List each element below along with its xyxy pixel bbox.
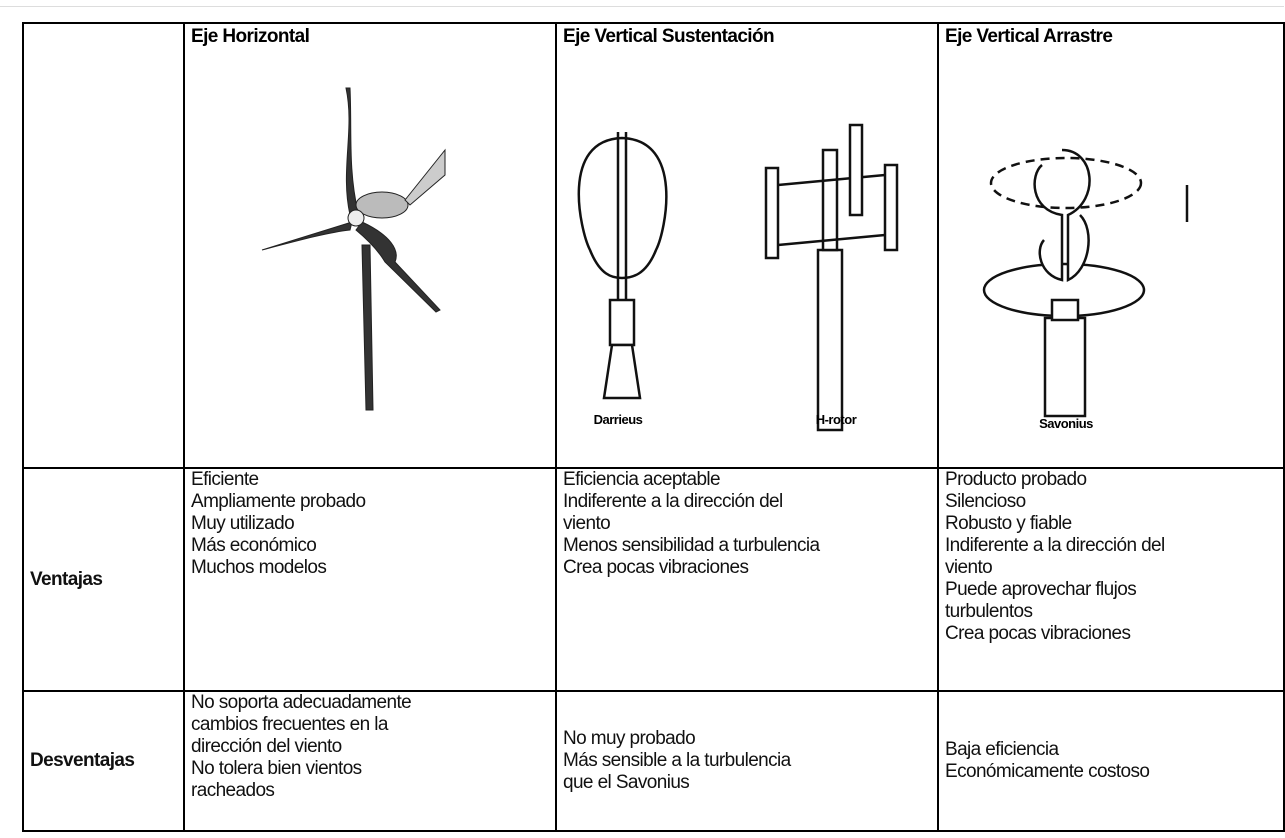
- cell-line: Robusto y fiable: [945, 513, 1072, 534]
- cell: Eficiente Ampliamente probado Muy utilizad…: [183, 467, 557, 692]
- cell-line: No soporta adecuadamente: [191, 692, 412, 713]
- row-label: Desventajas: [22, 690, 185, 832]
- cell-line: Menos sensibilidad a turbulencia: [563, 535, 820, 556]
- cell: Eficiencia aceptable Indiferente a la dir…: [555, 467, 939, 692]
- cell-line: Ampliamente probado: [191, 491, 366, 512]
- cell: Baja eficiencia Económicamente costoso: [937, 690, 1285, 832]
- cell: No muy probado Más sensible a la turbulen…: [555, 690, 939, 832]
- cell-line: No tolera bien vientos: [191, 758, 362, 779]
- cell-line: Crea pocas vibraciones: [945, 623, 1131, 644]
- cell-line: Producto probado: [945, 469, 1087, 490]
- cell-line: Crea pocas vibraciones: [563, 557, 749, 578]
- cell-line: Indiferente a la dirección del: [563, 491, 783, 512]
- cell-line: racheados: [191, 780, 275, 801]
- cell-line: Eficiencia aceptable: [563, 469, 721, 490]
- corner-cell: [22, 22, 185, 469]
- header-cell: Eje Vertical Arrastre: [937, 22, 1285, 469]
- row: Desventajas No soporta adecuadamente camb…: [22, 690, 1285, 832]
- cell-line: Económicamente costoso: [945, 761, 1150, 782]
- cell-line: cambios frecuentes en la: [191, 714, 388, 735]
- cell-line: Muchos modelos: [191, 557, 327, 578]
- cell-line: Más económico: [191, 535, 317, 556]
- row: Ventajas Eficiente Ampliamente probado Muy…: [22, 467, 1285, 692]
- cell: Producto probado Silencioso Robusto y fiab…: [937, 467, 1285, 692]
- cell-line: que el Savonius: [563, 772, 690, 793]
- row-label: Ventajas: [22, 467, 185, 692]
- frame: [0, 6, 1284, 837]
- cell-line: No muy probado: [563, 728, 696, 749]
- cell-line: Muy utilizado: [191, 513, 295, 534]
- comparison-table: Eje Horizontal Eje Vertical Sustentación…: [22, 22, 1285, 832]
- header-cell: Eje Vertical Sustentación: [555, 22, 939, 469]
- cell-line: dirección del viento: [191, 736, 342, 757]
- header-cell: Eje Horizontal: [183, 22, 557, 469]
- cell-line: turbulentos: [945, 601, 1033, 622]
- cell-line: Más sensible a la turbulencia: [563, 750, 791, 771]
- cell-line: Eficiente: [191, 469, 259, 490]
- cell-line: Silencioso: [945, 491, 1026, 512]
- cell-line: Puede aprovechar flujos: [945, 579, 1137, 600]
- cell-line: Baja eficiencia: [945, 739, 1059, 760]
- cell-line: viento: [945, 557, 993, 578]
- cell: No soporta adecuadamente cambios frecuent…: [183, 690, 557, 832]
- cell-line: Indiferente a la dirección del: [945, 535, 1165, 556]
- cell-line: viento: [563, 513, 611, 534]
- header-row: Eje Horizontal Eje Vertical Sustentación…: [22, 22, 1285, 469]
